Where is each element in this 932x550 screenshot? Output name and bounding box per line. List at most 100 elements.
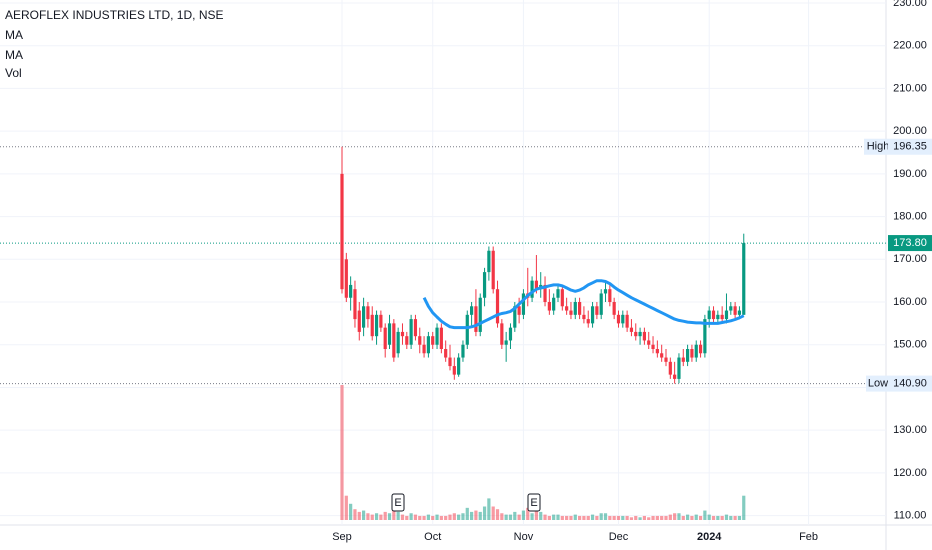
event-label: E [530, 497, 537, 509]
volume-bar [400, 514, 405, 520]
candle-body [608, 289, 612, 303]
candle-body [651, 344, 655, 350]
candle-body [668, 361, 672, 375]
candle-body [392, 323, 396, 358]
low-name-box [866, 375, 888, 392]
candle-body [513, 306, 517, 328]
volume-bar [647, 517, 651, 520]
candle-body [612, 302, 616, 315]
volume-bar [448, 514, 452, 520]
y-tick-label: 200.00 [893, 125, 927, 137]
candle-body [383, 327, 387, 350]
volume-bar [724, 514, 729, 520]
volume-bar [686, 514, 690, 520]
candle-body [547, 302, 551, 311]
volume-bar [578, 515, 582, 520]
volume-bar [569, 515, 573, 520]
candle-body [396, 331, 400, 354]
candle-body [638, 331, 642, 337]
volume-bar [396, 511, 400, 520]
high-value-box [888, 138, 932, 155]
volume-bar [370, 514, 374, 520]
candle-body [500, 323, 504, 345]
volume-bar [357, 511, 361, 520]
candle-body [694, 344, 698, 358]
event-marker [527, 493, 541, 512]
candle-body [418, 336, 422, 345]
volume-bar [478, 511, 482, 520]
last-price-box [888, 235, 932, 252]
volume-bar [547, 515, 551, 520]
volume-bar [703, 510, 707, 520]
volume-bar [595, 515, 599, 520]
candle-body [621, 314, 625, 324]
volume-bar [465, 507, 469, 520]
volume-bar [621, 515, 625, 520]
candle-body [487, 250, 491, 273]
candle-body [521, 293, 526, 315]
candle-body [470, 306, 474, 315]
candle-body [387, 323, 392, 345]
volume-bar [716, 515, 720, 520]
volume-bar [426, 514, 430, 520]
volume-bar [444, 515, 448, 520]
grid [0, 0, 886, 525]
volume-bar [435, 514, 439, 520]
volume-bar [526, 507, 530, 520]
candle-body [599, 293, 603, 315]
candle-body [733, 306, 737, 315]
volume-bar [638, 517, 642, 520]
volume-bar [366, 513, 370, 520]
candle-body [681, 357, 685, 362]
volume-bar [349, 503, 353, 520]
low-value-box [888, 375, 932, 392]
volume-bar [470, 511, 474, 520]
volume-bar [495, 509, 500, 520]
volume-bar [431, 515, 435, 520]
candle-body [711, 310, 716, 320]
volume-bar [737, 515, 742, 520]
candle-body [374, 314, 379, 337]
ma-line [422, 279, 745, 330]
candle-body [655, 349, 659, 354]
volume-bar [590, 514, 595, 520]
y-tick-label: 220.00 [893, 40, 927, 52]
candle-body [569, 310, 573, 315]
volume-bar [344, 495, 348, 520]
legend-item: MA [5, 28, 23, 42]
x-tick-label: 2024 [697, 531, 722, 543]
candle-body [698, 344, 703, 354]
volume-bar [582, 515, 586, 520]
event-label: E [394, 497, 401, 509]
candle-body [590, 306, 595, 324]
volume-bar [560, 515, 564, 520]
candle-body [344, 259, 348, 298]
volume-bar [629, 517, 634, 520]
volume-bar [729, 515, 733, 520]
candle-body [340, 173, 344, 290]
volume-bar [534, 503, 538, 520]
low-value-label: 140.90 [893, 378, 927, 390]
candle-body [366, 306, 370, 320]
volume-bar [508, 514, 513, 520]
candle-body [629, 327, 634, 332]
volume-bar [660, 515, 664, 520]
y-tick-label: 230.00 [893, 0, 927, 9]
volume-bar [487, 498, 491, 520]
x-tick-label: Feb [799, 531, 818, 543]
candle-body [578, 302, 582, 315]
volume-bar [513, 511, 517, 520]
x-tick-label: Sep [332, 531, 352, 543]
candle-body [448, 357, 452, 367]
candle-body [422, 344, 426, 354]
candle-body [716, 314, 720, 320]
volume-bar [599, 513, 603, 520]
volume-bar [556, 514, 560, 520]
volume-bar [413, 514, 418, 520]
volume-bar [694, 514, 698, 520]
candle-body [556, 289, 560, 298]
candle-body [586, 319, 590, 324]
volume-bar [698, 515, 703, 520]
candle-body [543, 284, 547, 303]
candle-body [370, 314, 374, 337]
